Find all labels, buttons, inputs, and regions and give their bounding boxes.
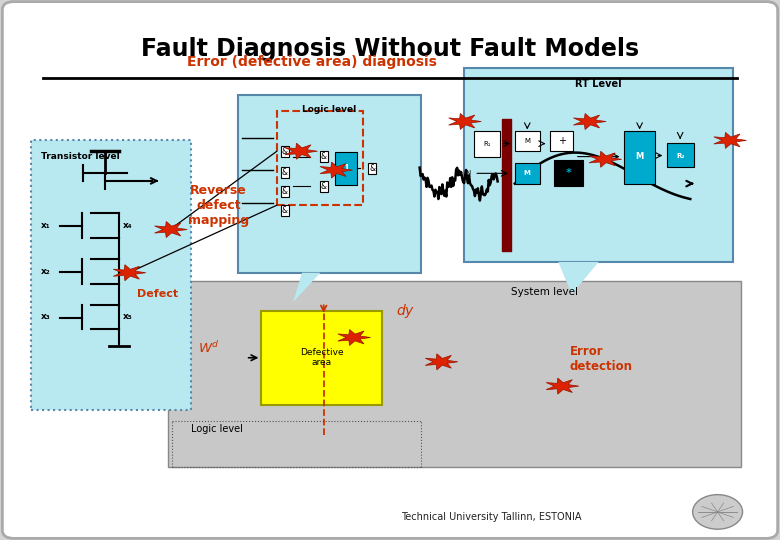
- Polygon shape: [425, 354, 458, 370]
- Text: $W^d$: $W^d$: [198, 340, 220, 356]
- Text: M: M: [524, 138, 530, 144]
- Text: Defect: Defect: [136, 289, 178, 299]
- FancyBboxPatch shape: [550, 131, 573, 151]
- Text: RT Level: RT Level: [576, 79, 622, 90]
- FancyBboxPatch shape: [515, 131, 540, 151]
- Text: M: M: [524, 170, 530, 177]
- Text: &: &: [321, 182, 327, 191]
- FancyBboxPatch shape: [168, 281, 741, 467]
- FancyBboxPatch shape: [667, 143, 694, 167]
- Polygon shape: [448, 113, 481, 130]
- Polygon shape: [714, 132, 746, 149]
- Text: Error (defective area) diagnosis: Error (defective area) diagnosis: [187, 55, 437, 69]
- Text: *: *: [566, 168, 572, 178]
- Circle shape: [693, 495, 743, 529]
- FancyBboxPatch shape: [31, 140, 191, 410]
- Text: R₁: R₁: [483, 140, 491, 147]
- Text: 1: 1: [343, 164, 349, 173]
- Text: Reverse
defect
mapping: Reverse defect mapping: [188, 184, 249, 227]
- Text: &: &: [282, 147, 288, 156]
- Text: Fault Diagnosis Without Fault Models: Fault Diagnosis Without Fault Models: [141, 37, 639, 60]
- Polygon shape: [320, 162, 353, 178]
- Text: &: &: [282, 187, 288, 196]
- Polygon shape: [589, 151, 622, 167]
- FancyBboxPatch shape: [238, 94, 421, 273]
- Text: x₄: x₄: [122, 221, 132, 230]
- Text: +: +: [558, 136, 565, 146]
- FancyBboxPatch shape: [624, 131, 655, 184]
- Text: Transistor level: Transistor level: [41, 152, 119, 161]
- FancyBboxPatch shape: [335, 152, 357, 185]
- Polygon shape: [113, 265, 146, 281]
- FancyBboxPatch shape: [515, 163, 540, 184]
- FancyBboxPatch shape: [474, 131, 500, 157]
- Text: M: M: [636, 152, 643, 161]
- Polygon shape: [285, 143, 317, 159]
- Polygon shape: [558, 262, 599, 294]
- FancyBboxPatch shape: [464, 68, 733, 262]
- Polygon shape: [573, 113, 606, 130]
- Text: x₃: x₃: [41, 313, 51, 321]
- Polygon shape: [546, 378, 579, 394]
- Text: Logic level: Logic level: [191, 424, 243, 434]
- FancyBboxPatch shape: [261, 310, 382, 405]
- Text: Defective
area: Defective area: [300, 348, 343, 367]
- Text: System level: System level: [511, 287, 578, 296]
- Text: Error
detection: Error detection: [569, 345, 633, 373]
- Text: &: &: [282, 206, 288, 215]
- FancyBboxPatch shape: [554, 160, 583, 186]
- Polygon shape: [293, 273, 321, 302]
- Text: IN: IN: [465, 170, 472, 177]
- Text: R₂: R₂: [676, 152, 684, 159]
- Text: Logic level: Logic level: [303, 105, 356, 114]
- Polygon shape: [154, 221, 187, 238]
- Polygon shape: [338, 329, 370, 346]
- Text: Technical University Tallinn, ESTONIA: Technical University Tallinn, ESTONIA: [401, 512, 582, 522]
- Text: x₂: x₂: [41, 267, 51, 275]
- Text: &: &: [282, 168, 288, 177]
- Text: x₁: x₁: [41, 221, 51, 230]
- Text: &: &: [321, 152, 327, 161]
- Text: x₅: x₅: [122, 313, 132, 321]
- Text: &: &: [369, 164, 375, 173]
- Text: $dy$: $dy$: [396, 301, 416, 320]
